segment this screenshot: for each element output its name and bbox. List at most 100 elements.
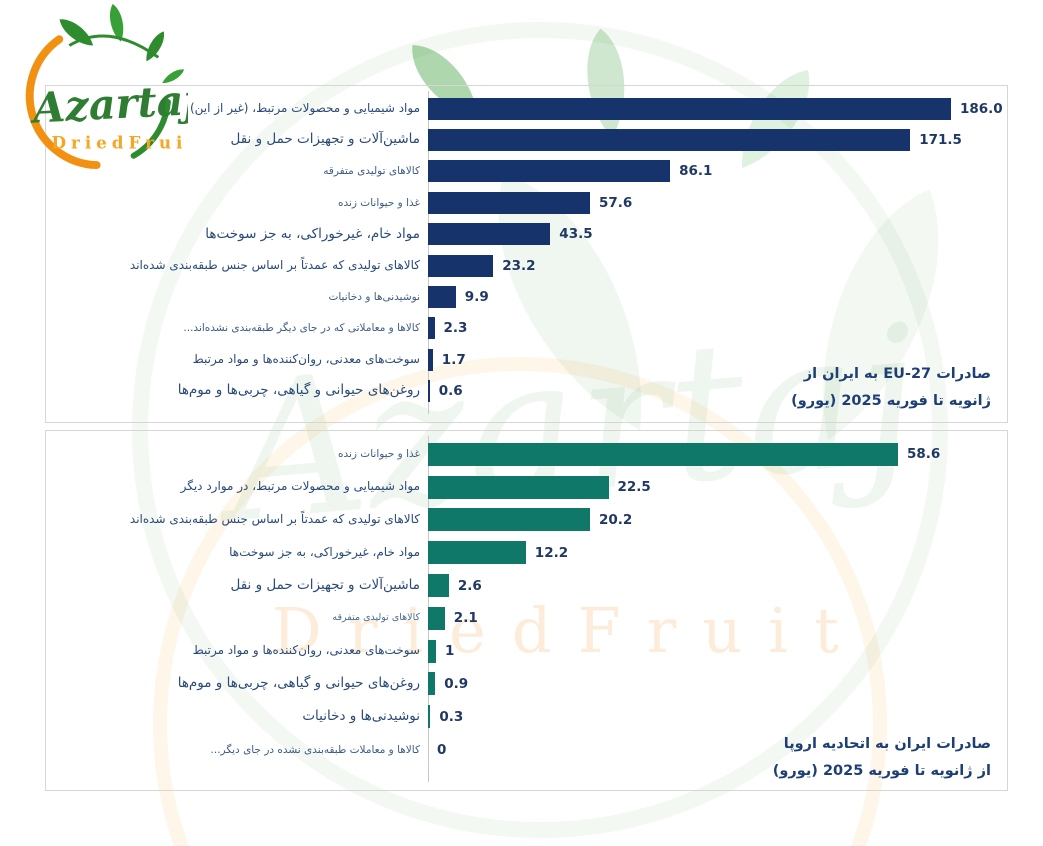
chart-row: نوشیدنی‌ها و دخانیات 0.3 — [46, 700, 1007, 733]
chart-row: ماشین‌آلات و تجهیزات حمل و نقل 171.5 — [46, 124, 1007, 155]
bar — [428, 606, 445, 630]
bar-area: 171.5 — [428, 124, 1007, 155]
value-label: 0.6 — [438, 383, 463, 400]
value-label: 43.5 — [559, 226, 593, 243]
value-label: 57.6 — [599, 194, 633, 211]
bar-area: 0 — [428, 733, 1007, 766]
category-label: کالاهای تولیدی که عمدتاً بر اساس جنس طبق… — [129, 512, 420, 527]
category-label: نوشیدنی‌ها و دخانیات — [302, 708, 420, 725]
chart-title-line1: صادرات ایران به اتحادیه اروپا — [783, 736, 991, 752]
chart-panel-eu-exports: مواد شیمیایی و محصولات مرتبط، (غیر از ای… — [45, 85, 1008, 423]
bar-area: 2.3 — [428, 313, 1007, 344]
category-label: مواد خام، غیرخوراکی، به جز سوخت‌ها — [229, 544, 420, 559]
bar-area: 2.6 — [428, 569, 1007, 602]
bar-rows-iran-exports: غذا و حیوانات زنده 58.6 مواد شیمیایی و محص… — [46, 438, 1007, 766]
bar — [428, 160, 671, 183]
bar-area: 12.2 — [428, 536, 1007, 569]
value-label: 171.5 — [919, 132, 962, 149]
chart-row: مواد خام، غیرخوراکی، به جز سوخت‌ها 43.5 — [46, 219, 1007, 250]
bar-area: 0.3 — [428, 700, 1007, 733]
category-label: ماشین‌آلات و تجهیزات حمل و نقل — [230, 576, 420, 593]
chart-row: سوخت‌های معدنی، روان‌کننده‌ها و مواد مرت… — [46, 344, 1007, 375]
category-label: نوشیدنی‌ها و دخانیات — [328, 291, 420, 303]
chart-row: مواد شیمیایی و محصولات مرتبط، در موارد د… — [46, 471, 1007, 504]
chart-row: کالاهای تولیدی متفرقه 2.1 — [46, 602, 1007, 635]
bar — [428, 380, 430, 403]
value-label: 1.7 — [441, 351, 466, 368]
category-label: سوخت‌های معدنی، روان‌کننده‌ها و مواد مرت… — [192, 643, 420, 658]
value-label: 1 — [445, 643, 455, 660]
chart-title-line2: ژانویه تا فوریه 2025 (یورو) — [791, 393, 991, 409]
chart-title-line1: صادرات ⁦EU-27⁩ به ایران از — [803, 366, 991, 382]
bar-area: 0.9 — [428, 668, 1007, 701]
bar — [428, 254, 494, 277]
bar — [428, 705, 431, 729]
category-label: کالاها و معاملاتی که در جای دیگر طبقه‌بن… — [183, 322, 420, 335]
value-label: 0.9 — [444, 675, 469, 692]
logo-subtitle-text: DriedFruit — [52, 132, 188, 152]
chart-title-line2: از ژانویه تا فوریه 2025 (یورو) — [772, 763, 991, 779]
bar — [428, 348, 433, 371]
brand-logo: Azartaj DriedFruit — [25, 3, 188, 170]
bar — [428, 129, 911, 152]
bar-area: 43.5 — [428, 219, 1007, 250]
bar-area: 2.1 — [428, 602, 1007, 635]
bar-rows-eu-exports: مواد شیمیایی و محصولات مرتبط، (غیر از ای… — [46, 93, 1007, 407]
value-label: 2.1 — [453, 610, 478, 627]
category-label: ماشین‌آلات و تجهیزات حمل و نقل — [230, 131, 420, 148]
chart-title-eu-exports: صادرات ⁦EU-27⁩ به ایران از ژانویه تا فور… — [791, 361, 991, 415]
bar-area: 58.6 — [428, 438, 1007, 471]
bar-area: 22.5 — [428, 471, 1007, 504]
bar — [428, 97, 951, 120]
axis-line — [428, 91, 429, 414]
value-label: 9.9 — [464, 289, 489, 306]
bar-area: 57.6 — [428, 187, 1007, 218]
value-label: 2.6 — [457, 577, 482, 594]
chart-panel-iran-exports: غذا و حیوانات زنده 58.6 مواد شیمیایی و محص… — [45, 430, 1008, 791]
category-label: روغن‌های حیوانی و گیاهی، چربی‌ها و موم‌ه… — [177, 675, 420, 692]
category-label: مواد شیمیایی و محصولات مرتبط، در موارد د… — [180, 479, 420, 494]
logo-leaves-icon — [59, 3, 185, 84]
value-label: 12.2 — [534, 544, 569, 561]
bar — [428, 639, 436, 663]
bar — [428, 442, 898, 466]
chart-row: روغن‌های حیوانی و گیاهی، چربی‌ها و موم‌ه… — [46, 668, 1007, 701]
value-label: 86.1 — [679, 163, 713, 180]
category-label: سوخت‌های معدنی، روان‌کننده‌ها و مواد مرت… — [192, 351, 420, 366]
chart-row: کالاهای تولیدی متفرقه 86.1 — [46, 156, 1007, 187]
category-label: غذا و حیوانات زنده — [337, 196, 420, 209]
chart-row: غذا و حیوانات زنده 58.6 — [46, 438, 1007, 471]
bar — [428, 672, 436, 696]
category-label: کالاهای تولیدی متفرقه — [332, 611, 420, 623]
value-label: 0 — [437, 741, 447, 758]
bar-area: 20.2 — [428, 504, 1007, 537]
chart-row: سوخت‌های معدنی، روان‌کننده‌ها و مواد مرت… — [46, 635, 1007, 668]
value-label: 0.3 — [439, 708, 464, 725]
category-label: روغن‌های حیوانی و گیاهی، چربی‌ها و موم‌ه… — [177, 382, 420, 399]
value-label: 22.5 — [617, 479, 651, 496]
chart-row: روغن‌های حیوانی و گیاهی، چربی‌ها و موم‌ه… — [46, 376, 1007, 407]
bar-area: 9.9 — [428, 281, 1007, 312]
bar-area: 186.0 — [428, 93, 1007, 124]
bar-area: 86.1 — [428, 156, 1007, 187]
bar-area: 0.6 — [428, 376, 1007, 407]
logo-brand-text: Azartaj — [28, 75, 188, 133]
category-label: کالاهای تولیدی که عمدتاً بر اساس جنس طبق… — [129, 257, 420, 272]
bar-area: 1 — [428, 635, 1007, 668]
value-label: 58.6 — [907, 446, 941, 463]
chart-row: کالاها و معاملات طبقه‌بندی نشده در جای د… — [46, 733, 1007, 766]
chart-row: مواد شیمیایی و محصولات مرتبط، (غیر از ای… — [46, 93, 1007, 124]
chart-row: کالاهای تولیدی که عمدتاً بر اساس جنس طبق… — [46, 504, 1007, 537]
category-label: غذا و حیوانات زنده — [337, 448, 420, 461]
category-label: مواد شیمیایی و محصولات مرتبط، (غیر از ای… — [189, 100, 420, 115]
value-label: 2.3 — [443, 320, 468, 337]
value-label: 20.2 — [599, 511, 633, 528]
bar — [428, 574, 449, 598]
chart-row: ماشین‌آلات و تجهیزات حمل و نقل 2.6 — [46, 569, 1007, 602]
logo-orange-arc-icon — [25, 35, 101, 170]
bar-area: 1.7 — [428, 344, 1007, 375]
bar — [428, 475, 609, 499]
chart-title-iran-exports: صادرات ایران به اتحادیه اروپا از ژانویه … — [773, 731, 991, 785]
bar — [428, 317, 435, 340]
chart-row: مواد خام، غیرخوراکی، به جز سوخت‌ها 12.2 — [46, 536, 1007, 569]
